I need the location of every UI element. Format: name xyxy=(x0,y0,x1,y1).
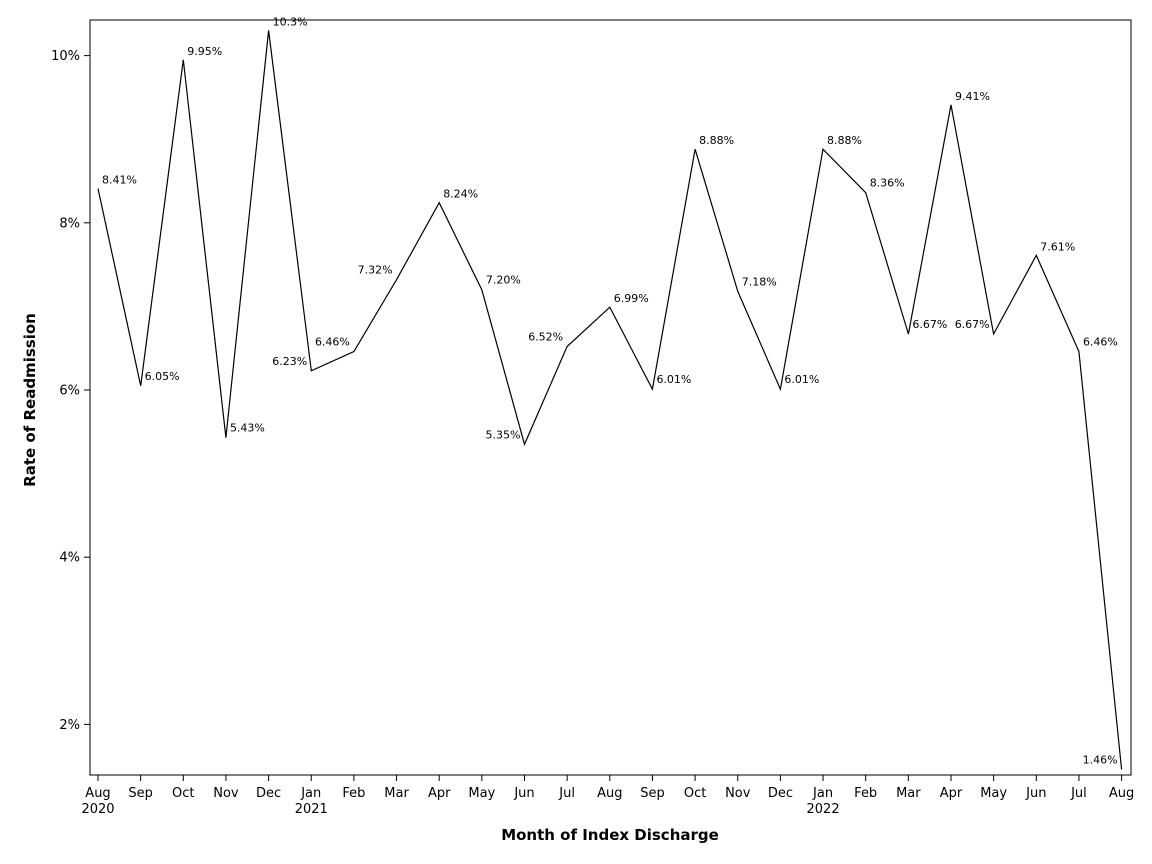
x-tick-label: Mar xyxy=(384,786,409,801)
data-label: 8.88% xyxy=(699,134,734,147)
data-label: 6.01% xyxy=(784,373,819,386)
x-tick-label: Aug xyxy=(597,786,622,801)
y-tick-label: 10% xyxy=(51,49,80,64)
x-tick-label: Jul xyxy=(1070,786,1087,801)
data-label: 8.88% xyxy=(827,134,862,147)
data-labels: 8.41% 6.05% 9.95% 5.43% 10.3% 6.23% 6.46% 7.32%… xyxy=(102,16,1118,767)
x-tick-label: Feb xyxy=(342,786,365,801)
x-year-label: 2021 xyxy=(295,802,328,817)
x-tick-label: Jun xyxy=(1025,786,1046,801)
x-tick-label: Dec xyxy=(256,786,281,801)
data-label: 6.99% xyxy=(614,292,649,305)
y-tick-label: 2% xyxy=(59,718,80,733)
data-label: 6.05% xyxy=(145,370,180,383)
x-tick-label: Apr xyxy=(428,786,451,801)
x-tick-label: Oct xyxy=(684,786,706,801)
x-tick-label: Aug xyxy=(1109,786,1134,801)
data-label: 7.20% xyxy=(486,274,521,287)
x-tick-label: Jan xyxy=(300,786,321,801)
data-label: 6.52% xyxy=(528,331,563,344)
x-tick-label: Mar xyxy=(896,786,921,801)
data-label: 9.95% xyxy=(187,45,222,58)
x-tick-label: Nov xyxy=(213,786,239,801)
x-tick-label: Oct xyxy=(172,786,194,801)
data-label: 5.43% xyxy=(230,422,265,435)
data-label: 6.67% xyxy=(912,318,947,331)
x-tick-label: May xyxy=(468,786,495,801)
x-tick-label: Nov xyxy=(725,786,751,801)
data-label: 10.3% xyxy=(273,16,308,29)
x-tick-label: May xyxy=(980,786,1007,801)
x-tick-label: Feb xyxy=(854,786,877,801)
x-axis-title: Month of Index Discharge xyxy=(501,826,719,844)
y-tick-label: 4% xyxy=(59,551,80,566)
x-tick-label: Apr xyxy=(940,786,963,801)
y-axis-title: Rate of Readmission xyxy=(21,313,39,487)
plot-frame xyxy=(89,19,1132,776)
x-tick-label: Jan xyxy=(812,786,833,801)
x-tick-label: Dec xyxy=(768,786,793,801)
y-tick-label: 6% xyxy=(59,384,80,399)
data-label: 6.46% xyxy=(1083,336,1118,349)
data-label: 5.35% xyxy=(486,428,521,441)
data-label: 8.36% xyxy=(870,177,905,190)
data-label: 6.67% xyxy=(955,318,990,331)
series-line xyxy=(97,30,1123,770)
data-label: 6.46% xyxy=(315,336,350,349)
x-tick-label: Jun xyxy=(513,786,534,801)
y-tick-label: 8% xyxy=(59,216,80,231)
data-label: 7.18% xyxy=(742,275,777,288)
x-axis: Aug Sep Oct Nov Dec Jan Feb Mar Apr May Jun Jul Aug S… xyxy=(81,775,1134,817)
x-tick-label: Sep xyxy=(640,786,665,801)
data-label: 6.23% xyxy=(272,355,307,368)
data-label: 7.61% xyxy=(1040,240,1075,253)
y-axis: 2% 4% 6% 8% 10% xyxy=(51,49,90,733)
data-label: 1.46% xyxy=(1083,754,1118,767)
x-year-label: 2022 xyxy=(807,802,840,817)
x-tick-label: Jul xyxy=(558,786,575,801)
data-label: 9.41% xyxy=(955,90,990,103)
data-label: 6.01% xyxy=(656,373,691,386)
data-label: 8.24% xyxy=(443,188,478,201)
data-label: 8.41% xyxy=(102,174,137,187)
x-tick-label: Sep xyxy=(128,786,153,801)
x-tick-label: Aug xyxy=(85,786,110,801)
x-year-label: 2020 xyxy=(81,802,114,817)
data-label: 7.32% xyxy=(358,264,393,277)
